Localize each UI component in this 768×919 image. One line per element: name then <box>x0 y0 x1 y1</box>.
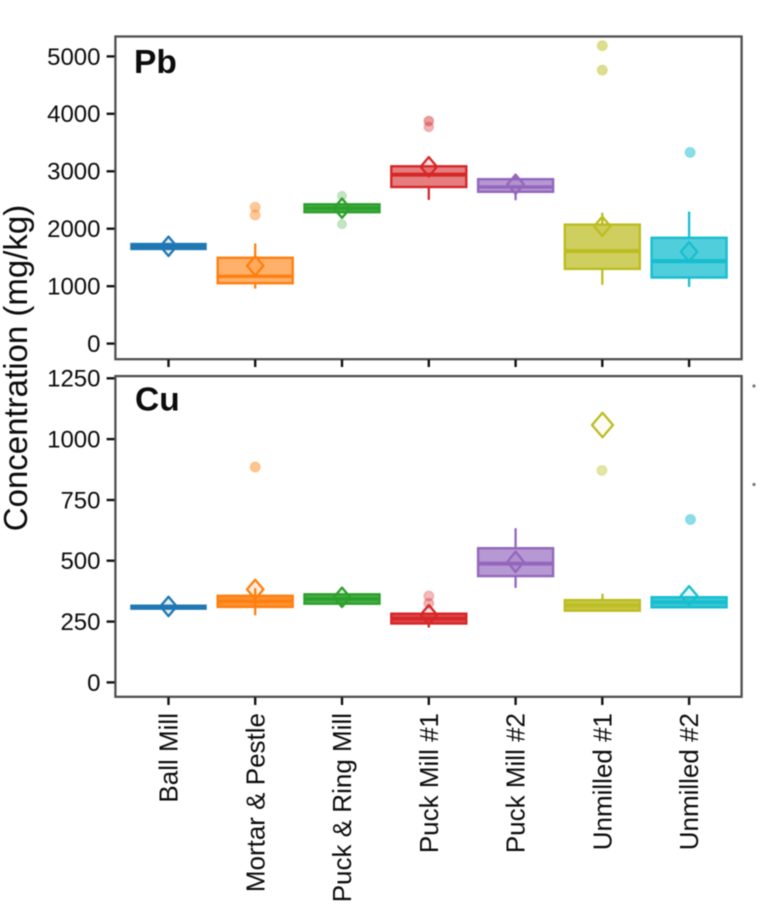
svg-text:Puck Mill #1: Puck Mill #1 <box>414 713 444 853</box>
svg-text:Ball Mill: Ball Mill <box>154 713 184 803</box>
svg-text:0: 0 <box>87 331 100 358</box>
svg-text:3000: 3000 <box>47 159 100 186</box>
svg-text:Puck Mill #2: Puck Mill #2 <box>501 713 531 853</box>
svg-text:Mortar & Pestle: Mortar & Pestle <box>240 713 270 892</box>
svg-text:Puck & Ring Mill: Puck & Ring Mill <box>327 713 357 902</box>
svg-text:750: 750 <box>60 487 100 514</box>
svg-text:500: 500 <box>60 548 100 575</box>
svg-text:1000: 1000 <box>47 427 100 454</box>
svg-text:0: 0 <box>87 670 100 697</box>
svg-text:Pb: Pb <box>134 44 177 81</box>
svg-text:2000: 2000 <box>47 216 100 243</box>
svg-text:Concentration (mg/kg): Concentration (mg/kg) <box>0 205 34 531</box>
svg-text:Unmilled #2: Unmilled #2 <box>674 713 704 850</box>
svg-text:250: 250 <box>60 609 100 636</box>
svg-text:Unmilled #1: Unmilled #1 <box>587 713 617 850</box>
svg-text:5000: 5000 <box>47 44 100 71</box>
svg-text:Cu: Cu <box>135 381 180 418</box>
svg-text:4000: 4000 <box>47 101 100 128</box>
svg-text:1250: 1250 <box>47 366 100 393</box>
svg-text:1000: 1000 <box>47 274 100 301</box>
